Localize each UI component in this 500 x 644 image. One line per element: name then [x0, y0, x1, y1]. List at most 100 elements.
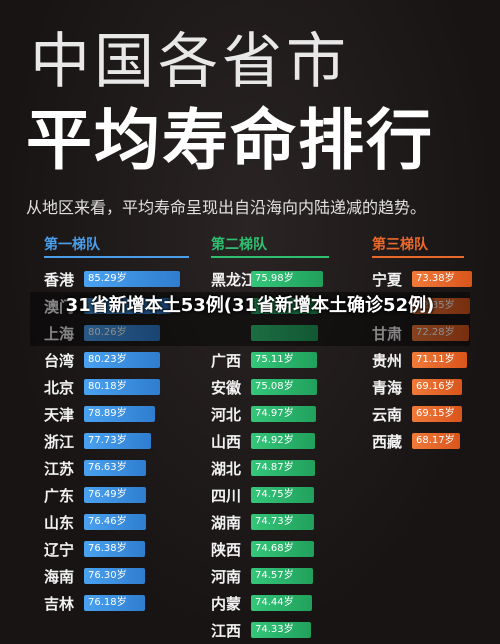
province-name: 香港	[44, 270, 75, 289]
tier-1-row: 吉林 76.18岁	[44, 594, 204, 613]
province-name: 河北	[211, 405, 242, 424]
tier-1-row: 海南 76.30岁	[44, 567, 204, 586]
title-line-1: 中国各省市	[30, 27, 350, 97]
tier-2-row: 陕西 74.68岁	[211, 540, 371, 559]
life-expectancy-bar: 74.68岁	[251, 541, 314, 557]
province-name: 四川	[211, 486, 242, 505]
tier-1-row: 山东 76.46岁	[44, 513, 204, 532]
tier-1-row: 香港 85.29岁	[44, 270, 204, 289]
province-name: 天津	[44, 405, 75, 424]
tier-3-row: 贵州 71.11岁	[372, 351, 500, 370]
tier-2-row: 湖南 74.73岁	[211, 513, 371, 532]
province-name: 辽宁	[44, 540, 75, 559]
province-name: 广东	[44, 486, 75, 505]
tier-2-row	[211, 297, 371, 315]
tier-3-row: 青海 69.16岁	[372, 378, 500, 397]
title-line-2: 平均寿命排行	[26, 102, 434, 179]
life-expectancy-bar: 85.29岁	[84, 271, 180, 287]
province-name: 海南	[44, 567, 75, 586]
life-expectancy-bar: 74.33岁	[251, 622, 312, 638]
tier-3-row: 云南 69.15岁	[372, 405, 500, 424]
tier-1-row: 广东 76.49岁	[44, 486, 204, 505]
tier-2-row: 山西 74.92岁	[211, 432, 371, 451]
life-expectancy-bar: 74.73岁	[251, 514, 315, 530]
tier-2-row: 河北 74.97岁	[211, 405, 371, 424]
life-expectancy-bar: 76.63岁	[84, 460, 147, 476]
tier-2-row: 四川 74.75岁	[211, 486, 371, 505]
tier-1-row: 辽宁 76.38岁	[44, 540, 204, 559]
province-name: 江西	[211, 621, 242, 640]
life-expectancy-bar: 71.11岁	[412, 352, 467, 368]
life-expectancy-bar: 73.38岁	[412, 271, 472, 287]
overlay-headline: 31省新增本土53例(31省新增本土确诊52例)	[65, 295, 435, 316]
tier-1-row: 天津 78.89岁	[44, 405, 204, 424]
life-expectancy-bar: 74.87岁	[251, 460, 316, 476]
tier-2-label: 第二梯队	[211, 237, 267, 253]
life-expectancy-bar: 69.15岁	[412, 406, 463, 422]
life-expectancy-bar: 80.26岁	[84, 325, 161, 341]
tier-2-row: 黑龙江 75.98岁	[211, 270, 371, 289]
life-expectancy-bar: 72.28岁	[412, 325, 470, 341]
tier-1-row: 江苏 76.63岁	[44, 459, 204, 478]
province-name: 黑龙江	[211, 270, 257, 289]
tier-2-header: 第二梯队	[211, 234, 329, 258]
province-name: 吉林	[44, 594, 75, 613]
tier-3-row: 甘肃 72.28岁	[372, 324, 500, 343]
life-expectancy-bar: 72.35岁	[412, 298, 470, 314]
life-expectancy-bar: 76.38岁	[84, 541, 146, 557]
life-expectancy-bar: 76.30岁	[84, 568, 146, 584]
tier-2-row: 安徽 75.08岁	[211, 378, 371, 397]
tier-2-row: 广西 75.11岁	[211, 351, 371, 370]
province-name: 澳门	[44, 297, 75, 316]
life-expectancy-bar: 80.18岁	[84, 379, 161, 395]
tier-3-row: 西藏 68.17岁	[372, 432, 500, 451]
province-name: 广西	[211, 351, 242, 370]
province-name: 河南	[211, 567, 242, 586]
life-expectancy-bar: 68.17岁	[412, 433, 461, 449]
province-name: 甘肃	[372, 324, 403, 343]
life-expectancy-bar: 74.44岁	[251, 595, 312, 611]
life-expectancy-bar: 78.89岁	[84, 406, 156, 422]
tier-3-row: 宁夏 73.38岁	[372, 270, 500, 289]
province-name: 北京	[44, 378, 75, 397]
subtitle: 从地区来看，平均寿命呈现出自沿海向内陆递减的趋势。	[26, 198, 427, 217]
province-name: 贵州	[372, 351, 403, 370]
tier-3-underline	[372, 256, 464, 258]
life-expectancy-bar	[84, 298, 172, 314]
life-expectancy-bar: 76.18岁	[84, 595, 145, 611]
tier-3-label: 第三梯队	[372, 237, 428, 253]
life-expectancy-bar: 76.49岁	[84, 487, 146, 503]
life-expectancy-bar: 75.08岁	[251, 379, 317, 395]
life-expectancy-bar: 74.75岁	[251, 487, 315, 503]
life-expectancy-bar: 69.16岁	[412, 379, 463, 395]
tier-1-row: 澳门	[44, 297, 204, 316]
life-expectancy-bar: 74.57岁	[251, 568, 313, 584]
life-expectancy-bar: 74.97岁	[251, 406, 316, 422]
province-name: 湖北	[211, 459, 242, 478]
tier-1-row: 台湾 80.23岁	[44, 351, 204, 370]
tier-2-row: 内蒙 74.44岁	[211, 594, 371, 613]
tier-1-header: 第一梯队	[44, 234, 189, 258]
province-name: 台湾	[44, 351, 75, 370]
tier-1-row: 北京 80.18岁	[44, 378, 204, 397]
tier-1-label: 第一梯队	[44, 237, 100, 253]
life-expectancy-bar: 74.92岁	[251, 433, 316, 449]
tier-2-underline	[211, 256, 329, 258]
tier-1-row: 上海 80.26岁	[44, 324, 204, 343]
life-expectancy-bar: 75.98岁	[251, 271, 323, 287]
province-name: 江苏	[44, 459, 75, 478]
tier-1-row: 浙江 77.73岁	[44, 432, 204, 451]
life-expectancy-bar: 77.73岁	[84, 433, 151, 449]
province-name: 陕西	[211, 540, 242, 559]
province-name: 山东	[44, 513, 75, 532]
tier-1-underline	[44, 256, 189, 258]
tier-2-row: 湖北 74.87岁	[211, 459, 371, 478]
tier-2-row: 河南 74.57岁	[211, 567, 371, 586]
tier-3-header: 第三梯队	[372, 234, 464, 258]
overlay-band	[30, 292, 470, 346]
province-name: 上海	[44, 324, 75, 343]
province-name: 青海	[372, 378, 403, 397]
province-name: 西藏	[372, 432, 403, 451]
life-expectancy-bar	[251, 298, 320, 314]
